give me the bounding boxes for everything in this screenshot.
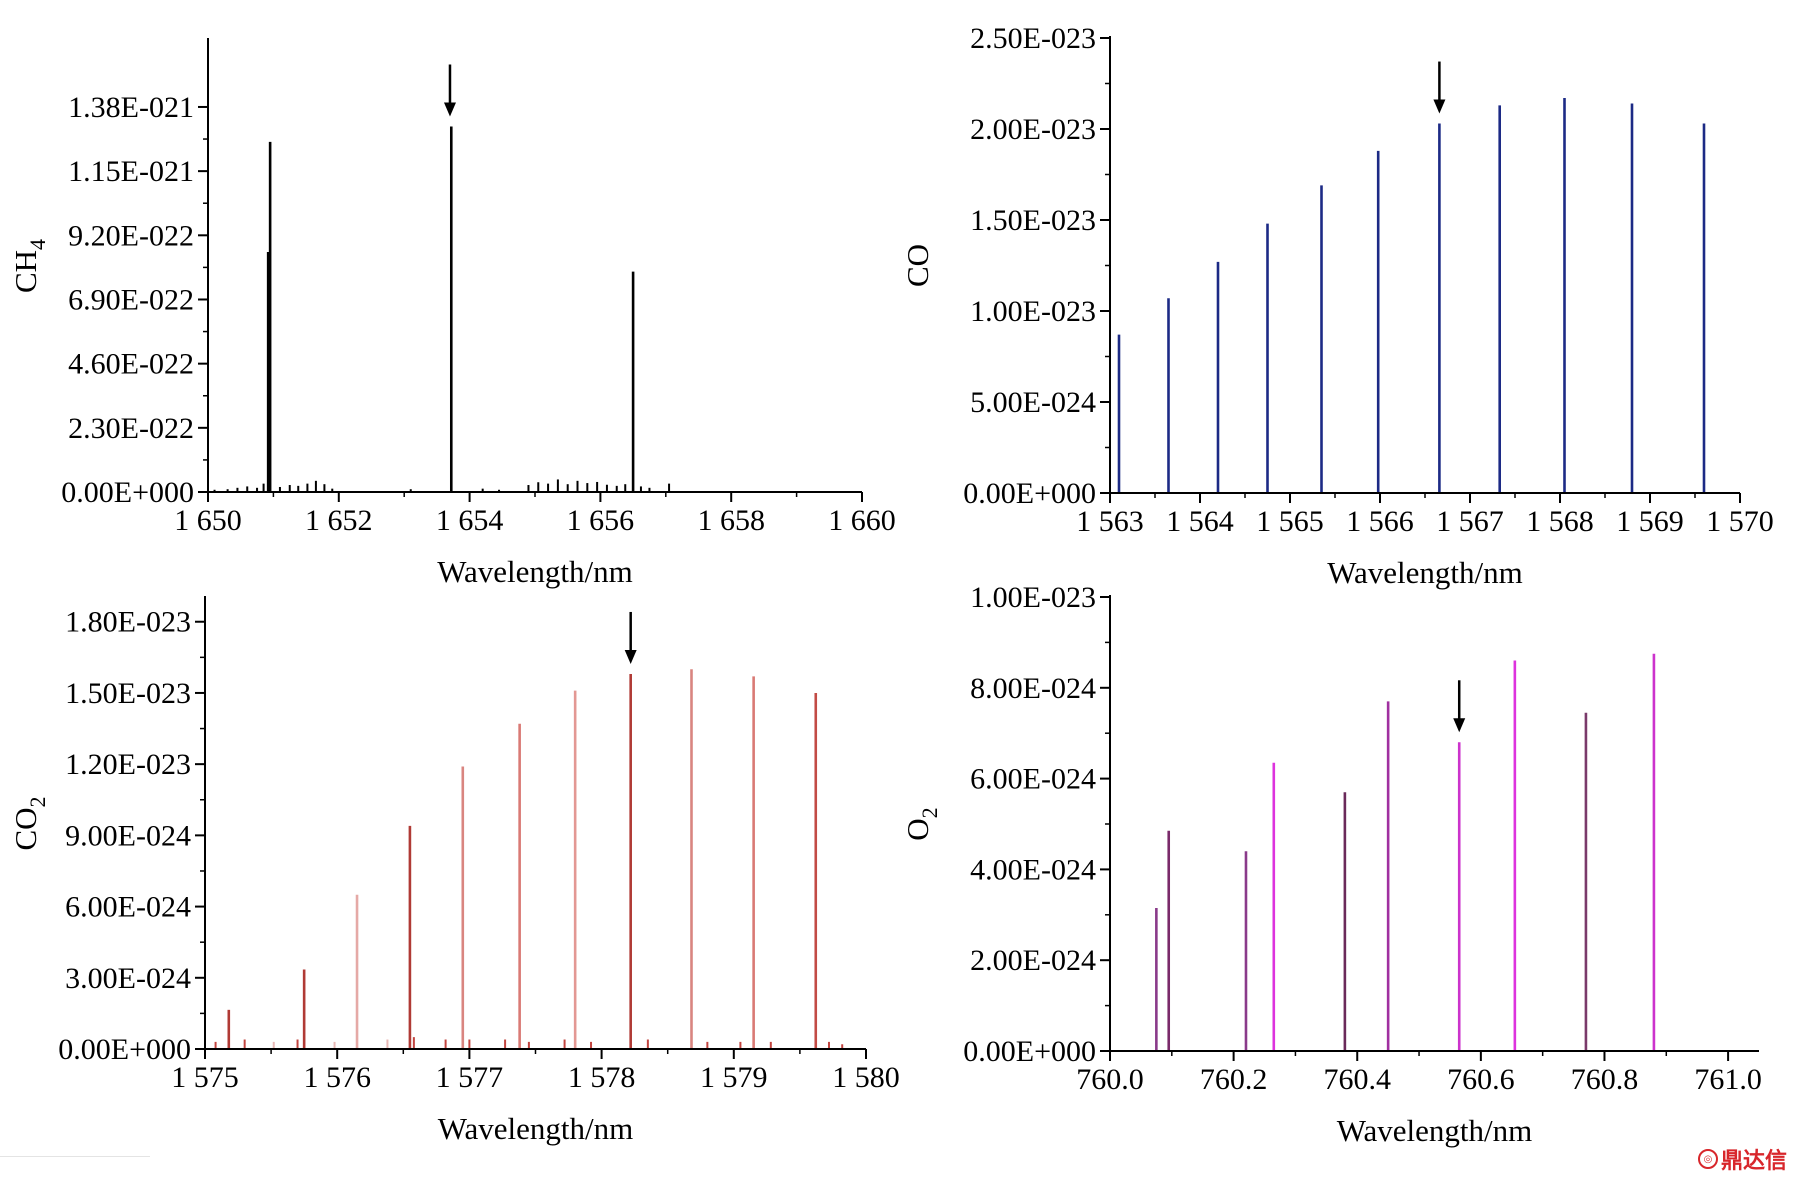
ch4-x-tick-label: 1 652 xyxy=(305,504,373,537)
o2-x-tick-label: 760.8 xyxy=(1571,1063,1639,1096)
ch4-y-tick-label: 1.38E-021 xyxy=(68,91,194,124)
o2-y-tick-label: 1.00E-023 xyxy=(970,581,1096,614)
ch4-x-tick-label: 1 650 xyxy=(174,504,242,537)
o2-y-tick-label: 0.00E+000 xyxy=(963,1035,1096,1068)
co-y-tick-label: 2.00E-023 xyxy=(970,113,1096,146)
ch4-y-tick-label: 9.20E-022 xyxy=(68,219,194,252)
co2-x-tick-label: 1 578 xyxy=(568,1061,636,1094)
co-y-tick-label: 2.50E-023 xyxy=(970,22,1096,55)
ch4-y-tick-label: 2.30E-022 xyxy=(68,412,194,445)
ch4-y-tick-label: 6.90E-022 xyxy=(68,283,194,316)
co2-x-tick-label: 1 576 xyxy=(303,1061,371,1094)
o2-x-axis-label: Wavelength/nm xyxy=(1337,1113,1533,1148)
co2-x-axis-label: Wavelength/nm xyxy=(438,1111,634,1146)
ch4-y-tick-label: 0.00E+000 xyxy=(61,476,194,509)
co-x-tick-label: 1 570 xyxy=(1706,505,1774,538)
co-arrow-marker xyxy=(1433,61,1446,114)
co-x-tick-label: 1 569 xyxy=(1616,505,1684,538)
ch4-x-tick-label: 1 656 xyxy=(567,504,635,537)
ch4-x-tick-label: 1 660 xyxy=(828,504,896,537)
ch4-y-axis-label: CH4 xyxy=(8,239,50,293)
co-y-tick-label: 1.50E-023 xyxy=(970,204,1096,237)
co-x-tick-label: 1 567 xyxy=(1436,505,1504,538)
co2-y-tick-label: 6.00E-024 xyxy=(65,891,191,924)
o2-x-tick-label: 761.0 xyxy=(1694,1063,1762,1096)
co-x-tick-label: 1 564 xyxy=(1166,505,1234,538)
co2-y-axis-label: CO2 xyxy=(8,796,50,850)
co2-arrow-marker xyxy=(624,611,637,664)
co2-y-tick-label: 9.00E-024 xyxy=(65,819,191,852)
o2-x-tick-label: 760.4 xyxy=(1323,1063,1391,1096)
co-y-tick-label: 5.00E-024 xyxy=(970,386,1096,419)
o2-y-tick-label: 8.00E-024 xyxy=(970,672,1096,705)
co-y-axis-label: CO xyxy=(900,244,935,287)
co2-x-tick-label: 1 579 xyxy=(700,1061,768,1094)
co-x-axis-label: Wavelength/nm xyxy=(1327,555,1523,590)
o2-x-tick-label: 760.2 xyxy=(1200,1063,1268,1096)
o2-x-tick-label: 760.6 xyxy=(1447,1063,1515,1096)
o2-y-tick-label: 6.00E-024 xyxy=(970,763,1096,796)
ch4-x-tick-label: 1 658 xyxy=(697,504,765,537)
co-x-tick-label: 1 568 xyxy=(1526,505,1594,538)
watermark: ◎ 鼎达信 xyxy=(1697,1143,1787,1175)
o2-y-axis-label: O2 xyxy=(900,807,942,840)
ch4-x-axis-label: Wavelength/nm xyxy=(437,554,633,589)
ch4-y-tick-label: 4.60E-022 xyxy=(68,348,194,381)
ch4-y-tick-label: 1.15E-021 xyxy=(68,155,194,188)
co-x-tick-label: 1 565 xyxy=(1256,505,1324,538)
watermark-logo-icon: ◎ xyxy=(1697,1149,1718,1169)
co-x-tick-label: 1 563 xyxy=(1076,505,1144,538)
co2-y-tick-label: 1.80E-023 xyxy=(65,606,191,639)
o2-arrow-marker xyxy=(1453,680,1466,733)
co2-y-tick-label: 3.00E-024 xyxy=(65,962,191,995)
co-y-tick-label: 0.00E+000 xyxy=(963,477,1096,510)
co-y-tick-label: 1.00E-023 xyxy=(970,295,1096,328)
o2-y-tick-label: 4.00E-024 xyxy=(970,853,1096,886)
co-x-tick-label: 1 566 xyxy=(1346,505,1414,538)
o2-y-tick-label: 2.00E-024 xyxy=(970,944,1096,977)
ch4-arrow-marker xyxy=(443,64,456,117)
ch4-x-tick-label: 1 654 xyxy=(436,504,504,537)
co2-y-tick-label: 1.50E-023 xyxy=(65,677,191,710)
co2-y-tick-label: 0.00E+000 xyxy=(58,1033,191,1066)
co2-x-tick-label: 1 575 xyxy=(171,1061,239,1094)
co2-x-tick-label: 1 577 xyxy=(436,1061,504,1094)
co2-y-tick-label: 1.20E-023 xyxy=(65,748,191,781)
co2-x-tick-label: 1 580 xyxy=(832,1061,900,1094)
watermark-text: 鼎达信 xyxy=(1720,1149,1787,1174)
divider-line xyxy=(0,1156,150,1157)
o2-x-tick-label: 760.0 xyxy=(1076,1063,1144,1096)
